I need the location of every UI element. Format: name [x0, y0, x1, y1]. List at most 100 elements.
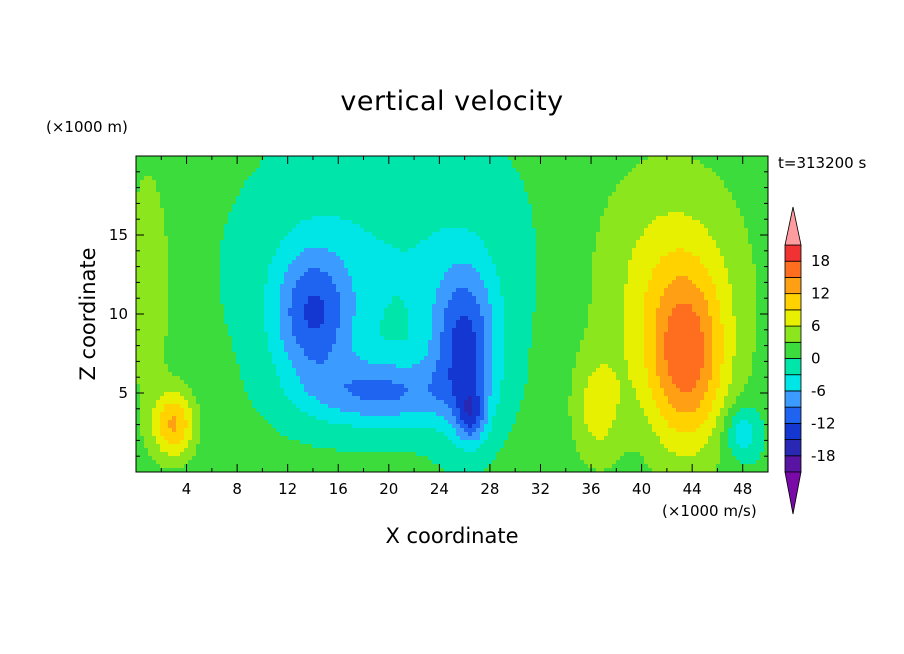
field-cell	[216, 244, 220, 248]
field-cell	[292, 256, 296, 260]
field-cell	[184, 272, 188, 276]
field-cell	[636, 200, 640, 204]
field-cell	[332, 156, 336, 160]
field-cell	[744, 244, 748, 248]
field-cell	[624, 204, 628, 208]
field-cell	[316, 228, 320, 232]
field-cell	[560, 236, 564, 240]
field-cell	[636, 224, 640, 228]
field-cell	[364, 272, 368, 276]
field-cell	[448, 276, 452, 280]
field-cell	[412, 228, 416, 232]
field-cell	[648, 268, 652, 272]
field-cell	[684, 276, 688, 280]
field-cell	[764, 160, 768, 164]
field-cell	[612, 168, 616, 172]
field-cell	[552, 240, 556, 244]
field-cell	[384, 264, 388, 268]
field-cell	[464, 248, 468, 252]
field-cell	[612, 208, 616, 212]
field-cell	[388, 252, 392, 256]
field-cell	[712, 192, 716, 196]
field-cell	[424, 204, 428, 208]
field-cell	[528, 184, 532, 188]
field-cell	[408, 276, 412, 280]
field-cell	[428, 216, 432, 220]
field-cell	[204, 236, 208, 240]
field-cell	[140, 252, 144, 256]
field-cell	[584, 192, 588, 196]
field-cell	[720, 260, 724, 264]
field-cell	[476, 268, 480, 272]
field-cell	[752, 212, 756, 216]
field-cell	[320, 156, 324, 160]
field-cell	[764, 180, 768, 184]
field-cell	[736, 248, 740, 252]
field-cell	[532, 224, 536, 228]
field-cell	[196, 232, 200, 236]
field-cell	[292, 252, 296, 256]
field-cell	[620, 256, 624, 260]
field-cell	[332, 256, 336, 260]
field-cell	[632, 236, 636, 240]
field-cell	[240, 180, 244, 184]
field-cell	[336, 228, 340, 232]
field-cell	[464, 252, 468, 256]
field-cell	[196, 180, 200, 184]
field-cell	[164, 244, 168, 248]
field-cell	[576, 188, 580, 192]
field-cell	[668, 260, 672, 264]
field-cell	[192, 240, 196, 244]
field-cell	[344, 268, 348, 272]
field-cell	[724, 160, 728, 164]
field-cell	[232, 272, 236, 276]
field-cell	[560, 168, 564, 172]
field-cell	[184, 232, 188, 236]
field-cell	[400, 172, 404, 176]
field-cell	[152, 180, 156, 184]
field-cell	[696, 204, 700, 208]
field-cell	[172, 200, 176, 204]
field-cell	[324, 276, 328, 280]
field-cell	[168, 272, 172, 276]
field-cell	[220, 228, 224, 232]
field-cell	[664, 228, 668, 232]
field-cell	[248, 160, 252, 164]
field-cell	[664, 160, 668, 164]
field-cell	[476, 196, 480, 200]
field-cell	[336, 232, 340, 236]
field-cell	[224, 196, 228, 200]
field-cell	[356, 248, 360, 252]
field-cell	[668, 212, 672, 216]
field-cell	[760, 220, 764, 224]
field-cell	[244, 172, 248, 176]
field-cell	[256, 204, 260, 208]
field-cell	[672, 268, 676, 272]
field-cell	[288, 240, 292, 244]
field-cell	[272, 164, 276, 168]
field-cell	[440, 224, 444, 228]
field-cell	[444, 252, 448, 256]
field-cell	[448, 244, 452, 248]
field-cell	[336, 172, 340, 176]
field-cell	[528, 160, 532, 164]
field-cell	[344, 260, 348, 264]
field-cell	[496, 196, 500, 200]
field-cell	[248, 224, 252, 228]
field-cell	[296, 204, 300, 208]
field-cell	[728, 180, 732, 184]
field-cell	[140, 216, 144, 220]
field-cell	[468, 280, 472, 284]
field-cell	[732, 268, 736, 272]
field-cell	[484, 156, 488, 160]
field-cell	[144, 216, 148, 220]
field-cell	[620, 160, 624, 164]
field-cell	[312, 244, 316, 248]
field-cell	[200, 176, 204, 180]
field-cell	[496, 172, 500, 176]
field-cell	[728, 244, 732, 248]
field-cell	[400, 268, 404, 272]
field-cell	[556, 276, 560, 280]
field-cell	[228, 280, 232, 284]
field-cell	[676, 180, 680, 184]
